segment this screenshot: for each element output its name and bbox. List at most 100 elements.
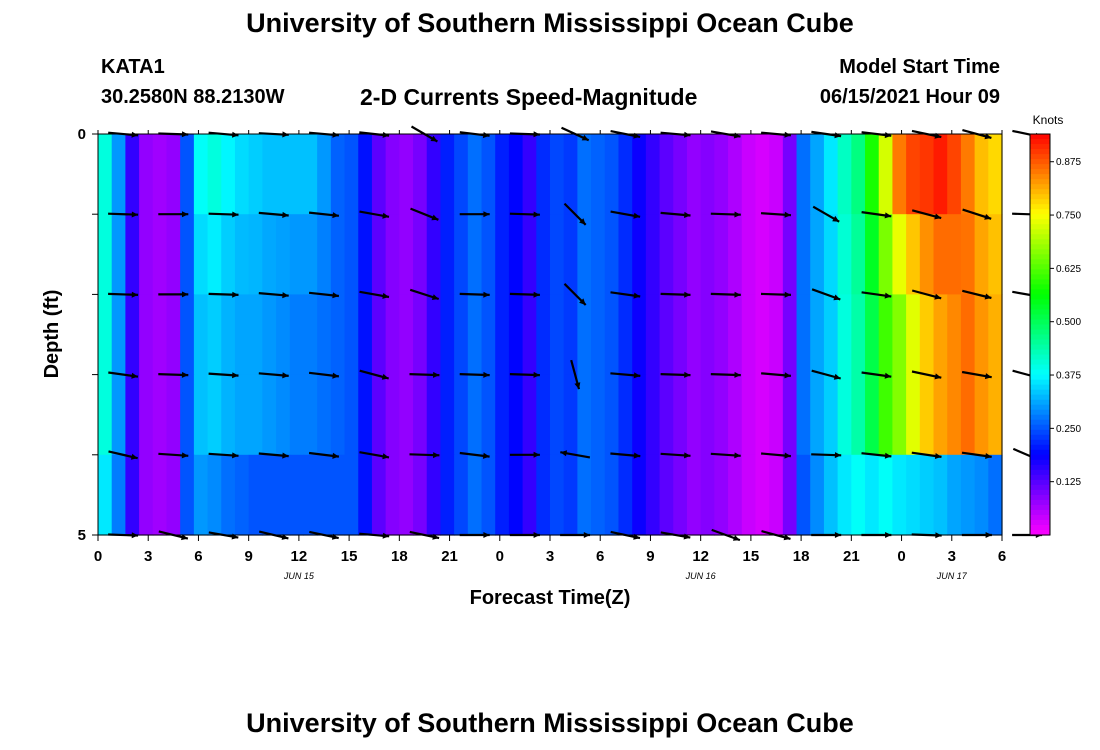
x-tick-label: 0 — [897, 548, 905, 565]
heatmap-cell — [303, 294, 318, 376]
heatmap-cell — [303, 214, 318, 295]
colorbar-segment — [1030, 459, 1050, 466]
arrow-head — [560, 450, 568, 457]
heatmap-cell — [440, 294, 455, 376]
heatmap-cell — [180, 214, 195, 295]
axes-layer: 0 3 6 9 12 15 18 21 0 3 6 9 12 15 18 21 0 3 6 JUN 15 JUN 16 J… — [78, 126, 1007, 581]
arrow-head — [784, 131, 791, 138]
current-vector-arrow — [961, 370, 992, 380]
heatmap-cell — [98, 294, 113, 376]
heatmap-cell — [221, 374, 236, 456]
heatmap-cell — [933, 454, 948, 536]
heatmap-cell — [960, 214, 976, 295]
arrow-head — [684, 291, 691, 298]
heatmap-cell — [166, 294, 181, 376]
heatmap-cell — [837, 214, 852, 295]
colorbar-segment — [1030, 329, 1050, 336]
heatmap-cell — [440, 214, 455, 295]
current-vector-arrow — [710, 371, 741, 378]
heatmap-cell — [851, 454, 866, 536]
heatmap-cell — [98, 374, 113, 456]
colorbar-segment — [1030, 489, 1050, 496]
heatmap-cell — [330, 454, 346, 536]
heatmap-cell — [550, 454, 565, 536]
arrow-head — [784, 291, 791, 298]
heatmap-cell — [714, 294, 729, 376]
heatmap-cell — [974, 214, 989, 295]
current-vector-arrow — [911, 289, 942, 300]
heatmap-cell — [289, 454, 305, 536]
colorbar-segment — [1030, 189, 1050, 195]
current-vector-arrow — [258, 372, 289, 379]
heatmap-cell — [358, 374, 373, 456]
x-tick-label: 0 — [496, 548, 504, 565]
current-vector-arrow — [308, 211, 340, 219]
colorbar-segment — [1030, 179, 1050, 185]
heatmap-cell — [495, 294, 510, 376]
heatmap-cell — [248, 214, 263, 295]
arrow-head — [633, 212, 641, 219]
arrow-head — [430, 135, 438, 142]
arrow-head — [232, 452, 239, 459]
x-tick-label: 21 — [843, 548, 860, 565]
colorbar-segment — [1030, 529, 1050, 536]
heatmap-cell — [577, 454, 592, 536]
colorbar-segment — [1030, 379, 1050, 386]
heatmap-cell — [495, 374, 510, 456]
heatmap-cell — [933, 134, 948, 215]
heatmap-cell — [508, 294, 524, 376]
current-vector-arrow — [108, 450, 138, 460]
heatmap-cell — [563, 374, 578, 456]
heatmap-cell — [125, 294, 140, 376]
heatmap-cell — [454, 454, 469, 536]
heatmap-cell — [878, 454, 894, 536]
heatmap-cell — [371, 294, 387, 376]
heatmap-cell — [673, 134, 688, 215]
heatmap-cell — [276, 454, 291, 536]
heatmap-cell — [276, 134, 291, 215]
colorbar: 0.125 0.250 0.375 0.500 0.625 0.750 0.875 — [1029, 133, 1081, 536]
colorbar-segment — [1030, 149, 1050, 155]
heatmap-cell — [700, 294, 715, 376]
heatmap-cell — [632, 214, 647, 295]
heatmap-cell — [577, 374, 592, 456]
colorbar-segment — [1030, 434, 1050, 441]
heatmap-cell — [536, 374, 551, 456]
heatmap-cell — [659, 454, 674, 536]
date-label: JUN 15 — [283, 571, 315, 581]
arrow-head — [833, 373, 841, 380]
heatmap-cell — [563, 134, 578, 215]
heatmap-cell — [755, 374, 770, 456]
heatmap-cell — [577, 214, 592, 295]
heatmap-cell — [495, 134, 510, 215]
arrow-head — [732, 535, 740, 541]
heatmap-cell — [152, 294, 168, 376]
heatmap-cell — [837, 294, 852, 376]
heatmap-cell — [988, 294, 1003, 376]
arrow-head — [483, 211, 490, 218]
heatmap-cell — [221, 134, 236, 215]
arrow-head — [834, 452, 842, 459]
colorbar-segment — [1030, 479, 1050, 486]
heatmap-cell — [988, 134, 1003, 215]
current-vector-arrow — [660, 452, 691, 459]
heatmap-cell — [166, 214, 181, 295]
current-vector-arrow — [861, 211, 892, 219]
arrow-head — [633, 292, 641, 299]
colorbar-segment — [1030, 244, 1050, 250]
heatmap-cell — [317, 454, 332, 536]
heatmap-cell — [371, 454, 387, 536]
heatmap-cell — [234, 454, 250, 536]
arrow-head — [181, 371, 189, 378]
colorbar-segment — [1030, 204, 1050, 210]
heatmap-cell — [851, 134, 866, 215]
arrow-head — [574, 382, 581, 390]
heatmap-cell — [686, 294, 702, 376]
heatmap-cell — [591, 134, 606, 215]
colorbar-segment — [1030, 184, 1050, 190]
colorbar-segment — [1030, 209, 1050, 215]
x-tick-label: 18 — [391, 548, 408, 565]
heatmap-cell — [139, 214, 154, 295]
heatmap-cell — [728, 134, 743, 215]
heatmap-cell — [481, 374, 496, 456]
